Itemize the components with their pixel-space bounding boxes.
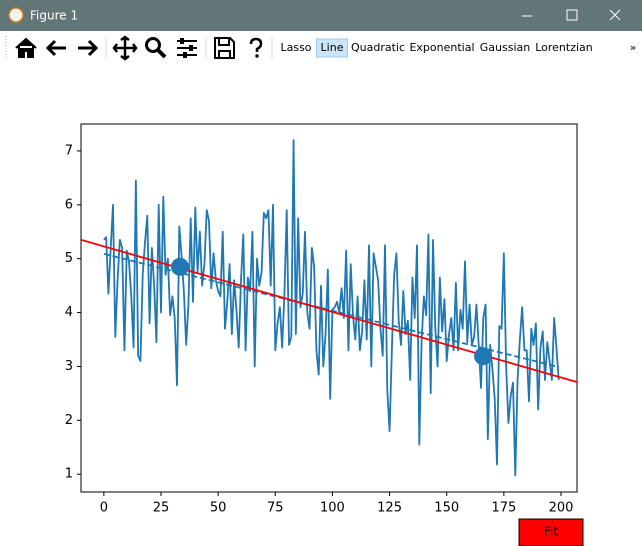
toolbar-button[interactable]: Gaussian: [480, 41, 530, 54]
configure-sliders: [180, 38, 193, 58]
y-tick-label: 5: [65, 251, 73, 266]
fit-button-label[interactable]: Fit: [544, 525, 558, 539]
y-tick-label: 6: [65, 197, 73, 212]
zoom-handle: [156, 48, 167, 59]
help-dot: [255, 54, 259, 58]
toolbar-overflow[interactable]: »: [630, 41, 637, 54]
help-button[interactable]: [249, 37, 263, 52]
x-tick-label: 0: [100, 501, 108, 516]
forward-button[interactable]: [78, 39, 99, 57]
marker: [474, 347, 493, 366]
toolbar-button[interactable]: Exponential: [409, 41, 474, 54]
close-button[interactable]: [609, 9, 621, 21]
x-tick-label: 50: [210, 501, 227, 516]
app-icon: [8, 7, 24, 23]
home-button[interactable]: [15, 37, 37, 58]
x-tick-label: 200: [549, 501, 574, 516]
y-tick-label: 3: [65, 359, 73, 374]
window-title: Figure 1: [30, 9, 78, 23]
marker: [170, 257, 189, 276]
x-tick-label: 150: [434, 501, 459, 516]
axes-frame: [80, 123, 578, 493]
y-tick-label: 7: [65, 143, 73, 158]
zoom-button[interactable]: [145, 37, 161, 53]
toolbar-button[interactable]: Lasso: [280, 41, 311, 54]
save-button[interactable]: [214, 37, 235, 59]
pan-button[interactable]: [112, 35, 138, 61]
x-tick-label: 125: [377, 501, 402, 516]
x-tick-label: 175: [491, 501, 516, 516]
maximize-button[interactable]: [566, 9, 578, 21]
x-tick-label: 25: [153, 501, 170, 516]
x-tick-label: 75: [267, 501, 284, 516]
toolbar-button[interactable]: Quadratic: [351, 41, 405, 54]
fit-button[interactable]: [518, 518, 584, 546]
y-tick-label: 4: [65, 305, 73, 320]
data-line: [103, 139, 560, 477]
toolbar-button[interactable]: Line: [321, 41, 344, 54]
selected-button-bg: [316, 38, 348, 58]
data-line: [81, 238, 577, 383]
y-tick-label: 2: [65, 413, 73, 428]
x-tick-label: 100: [320, 501, 345, 516]
y-tick-label: 1: [65, 467, 73, 482]
back-button[interactable]: [45, 39, 66, 57]
toolbar-button[interactable]: Lorentzian: [535, 41, 593, 54]
title-bar: [0, 0, 642, 31]
